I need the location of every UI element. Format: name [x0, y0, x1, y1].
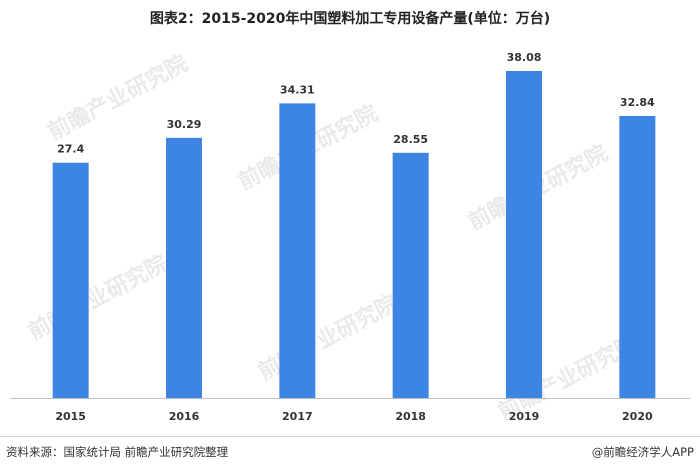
x-tick-label-2020: 2020 [622, 410, 653, 423]
bar-2020 [619, 115, 656, 398]
data-label-2016: 30.29 [167, 118, 202, 131]
credit-note: @前瞻经济学人APP [591, 445, 694, 459]
bar-2017 [279, 103, 316, 398]
data-label-2017: 34.31 [280, 83, 315, 96]
data-label-2015: 27.4 [57, 143, 84, 156]
x-tick-label-2017: 2017 [282, 410, 313, 423]
source-note: 资料来源：国家统计局 前瞻产业研究院整理 [6, 445, 229, 459]
chart-title: 图表2：2015-2020年中国塑料加工专用设备产量(单位：万台) [149, 11, 551, 27]
x-tick-label-2019: 2019 [509, 410, 540, 423]
x-tick-label-2015: 2015 [55, 410, 86, 423]
x-tick-label-2016: 2016 [169, 410, 200, 423]
bar-2018 [392, 152, 429, 398]
data-label-2018: 28.55 [393, 133, 428, 146]
footer-divider [0, 436, 700, 437]
bar-2019 [506, 71, 542, 398]
data-label-2020: 32.84 [620, 96, 655, 109]
bar-2015 [52, 162, 89, 398]
bar-2016 [166, 137, 202, 398]
x-tick-label-2018: 2018 [395, 410, 426, 423]
data-label-2019: 38.08 [507, 51, 542, 64]
